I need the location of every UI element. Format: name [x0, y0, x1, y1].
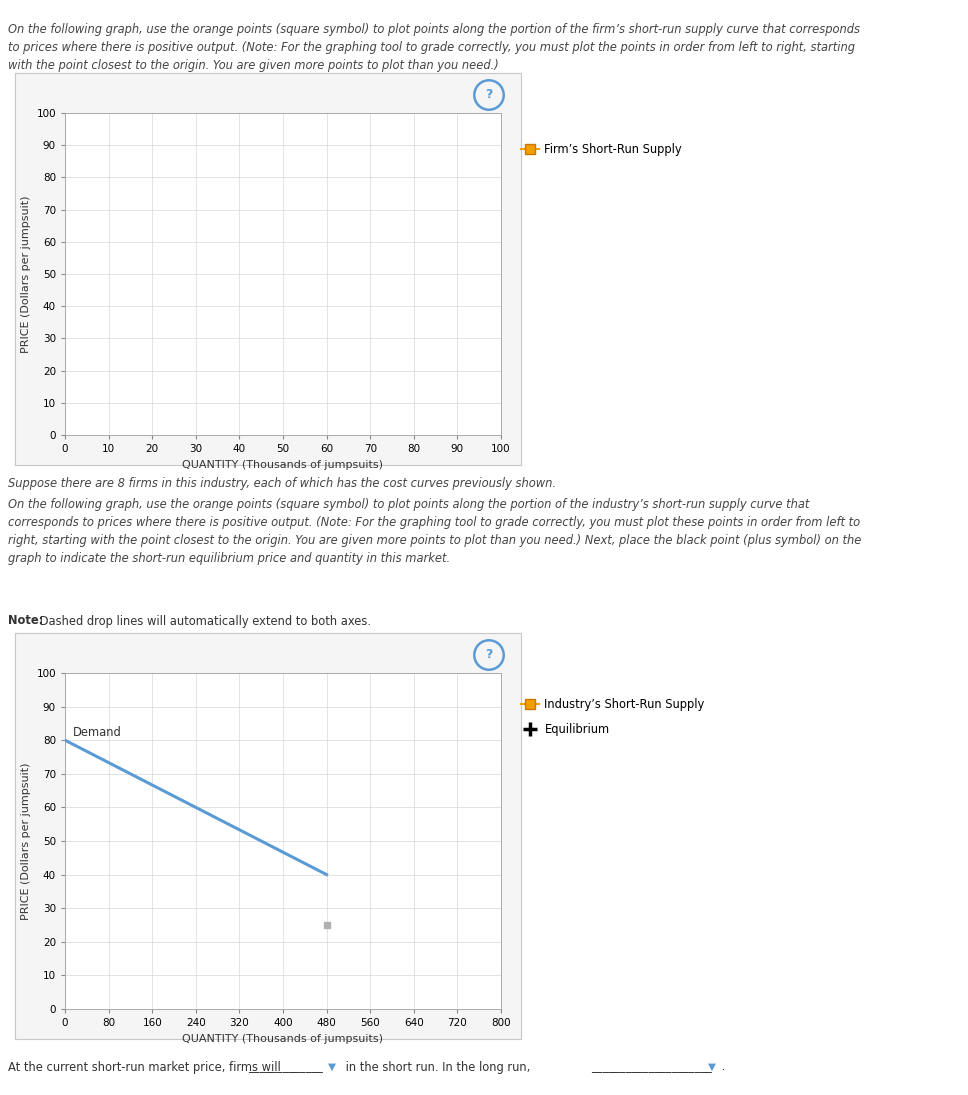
Legend: Industry’s Short-Run Supply, Equilibrium: Industry’s Short-Run Supply, Equilibrium	[517, 694, 710, 740]
Y-axis label: PRICE (Dollars per jumpsuit): PRICE (Dollars per jumpsuit)	[20, 762, 31, 920]
Text: ▼: ▼	[709, 1062, 716, 1072]
Text: _____________: _____________	[248, 1060, 322, 1073]
Text: ?: ?	[485, 648, 493, 661]
Legend: Firm’s Short-Run Supply: Firm’s Short-Run Supply	[517, 139, 686, 161]
Text: in the short run. In the long run,: in the short run. In the long run,	[342, 1060, 529, 1073]
Text: Suppose there are 8 firms in this industry, each of which has the cost curves pr: Suppose there are 8 firms in this indust…	[8, 476, 556, 489]
Text: On the following graph, use the orange points (square symbol) to plot points alo: On the following graph, use the orange p…	[8, 5, 860, 72]
Text: _____________________: _____________________	[590, 1060, 711, 1073]
Text: Note:: Note:	[8, 614, 44, 627]
Y-axis label: PRICE (Dollars per jumpsuit): PRICE (Dollars per jumpsuit)	[20, 195, 31, 353]
Text: ?: ?	[485, 89, 493, 102]
X-axis label: QUANTITY (Thousands of jumpsuits): QUANTITY (Thousands of jumpsuits)	[183, 1034, 383, 1044]
Text: Demand: Demand	[74, 726, 122, 738]
Text: On the following graph, use the orange points (square symbol) to plot points alo: On the following graph, use the orange p…	[8, 498, 862, 565]
Text: At the current short-run market price, firms will: At the current short-run market price, f…	[8, 1060, 288, 1073]
Text: .: .	[717, 1060, 725, 1073]
Text: Dashed drop lines will automatically extend to both axes.: Dashed drop lines will automatically ext…	[36, 614, 371, 627]
Text: ▼: ▼	[327, 1062, 336, 1072]
X-axis label: QUANTITY (Thousands of jumpsuits): QUANTITY (Thousands of jumpsuits)	[183, 460, 383, 470]
